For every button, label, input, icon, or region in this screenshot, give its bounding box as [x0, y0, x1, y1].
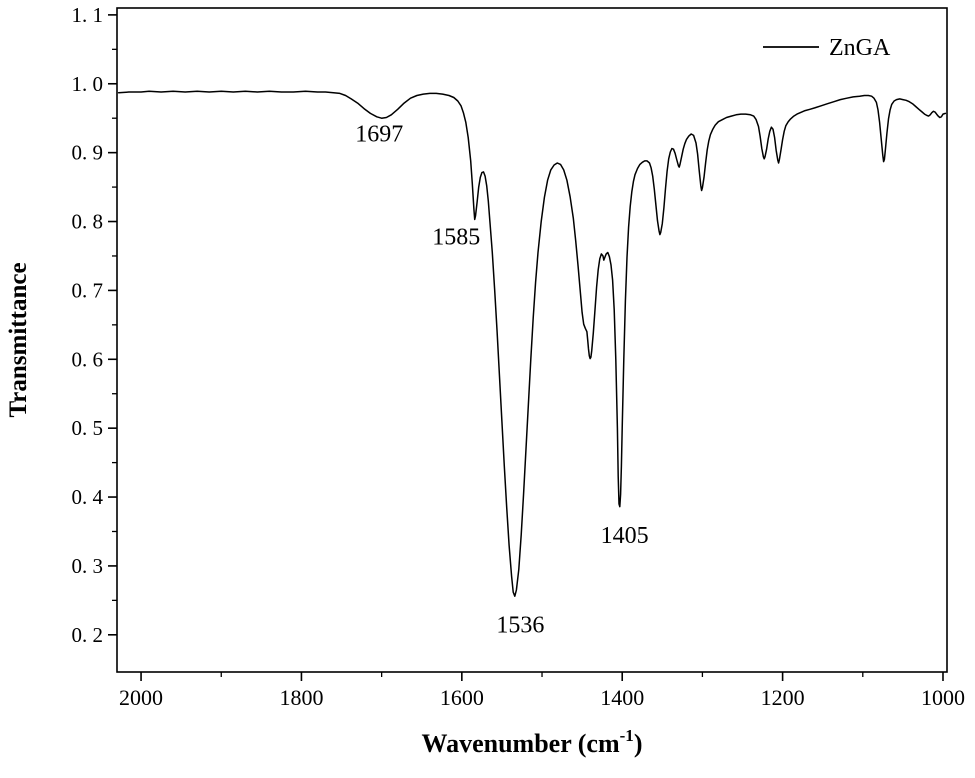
y-axis-tick-label: 0. 3 — [72, 554, 104, 578]
x-axis-tick-label: 1200 — [761, 685, 805, 710]
peak-label-1585: 1585 — [432, 225, 480, 251]
y-axis-tick-label: 0. 9 — [72, 141, 104, 165]
x-axis-tick-label: 1600 — [440, 685, 484, 710]
y-axis-tick-label: 1. 1 — [72, 3, 104, 27]
x-axis-tick-label: 2000 — [119, 685, 163, 710]
peak-label-1405: 1405 — [601, 523, 649, 549]
x-axis-title: Wavenumber (cm-1) — [422, 726, 643, 758]
plot-frame — [116, 7, 948, 673]
spectrum-line-znga — [117, 90, 947, 597]
y-axis-tick-label: 0. 2 — [72, 623, 104, 647]
y-axis-title: Transmittance — [5, 262, 32, 417]
x-axis-tick-label: 1800 — [279, 685, 323, 710]
legend-label: ZnGA — [829, 35, 891, 61]
y-axis-tick-label: 0. 4 — [72, 485, 104, 509]
y-axis-tick-label: 0. 8 — [72, 210, 104, 234]
y-axis-tick-label: 0. 7 — [72, 278, 104, 302]
peak-label-1536: 1536 — [496, 612, 544, 638]
x-axis-tick-label: 1400 — [600, 685, 644, 710]
x-axis-tick-label: 1000 — [921, 685, 965, 710]
y-axis-tick-label: 1. 0 — [72, 72, 104, 96]
y-axis-tick-label: 0. 6 — [72, 347, 104, 371]
y-axis-tick-label: 0. 5 — [72, 416, 104, 440]
peak-label-1697: 1697 — [355, 121, 403, 147]
